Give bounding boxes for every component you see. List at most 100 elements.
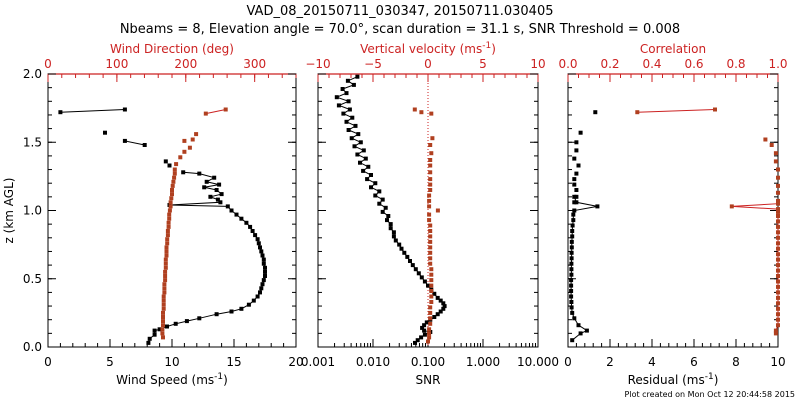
wind_direction-point bbox=[163, 261, 168, 266]
vertical_velocity-point bbox=[428, 143, 433, 147]
vertical_velocity-point bbox=[428, 223, 433, 228]
snr-point bbox=[334, 95, 339, 100]
correlation-point bbox=[776, 235, 780, 240]
vertical_velocity-point bbox=[428, 170, 433, 175]
vertical_velocity-point bbox=[428, 177, 433, 182]
correlation-point bbox=[776, 183, 780, 188]
correlation-point bbox=[776, 241, 780, 246]
vertical_velocity-point bbox=[428, 321, 433, 326]
residual-point bbox=[571, 212, 576, 217]
wind_direction-point bbox=[194, 132, 199, 137]
correlation-point bbox=[776, 219, 780, 224]
residual-point bbox=[572, 194, 577, 199]
wind_direction-point bbox=[166, 224, 171, 229]
residual-point bbox=[578, 130, 583, 135]
wind_speed-point bbox=[234, 212, 239, 217]
top-x-axis-label: Wind Direction (deg) bbox=[110, 42, 234, 56]
plot-footer: Plot created on Mon Oct 12 20:44:58 2015 bbox=[625, 390, 795, 399]
x-tick-label: 0.100 bbox=[411, 355, 445, 369]
correlation-point bbox=[776, 274, 780, 278]
snr-point bbox=[380, 209, 385, 214]
residual-point bbox=[593, 110, 598, 115]
wind_direction-point bbox=[190, 137, 195, 142]
top-x-tick-label: 0.0 bbox=[558, 57, 577, 71]
snr-point bbox=[405, 254, 410, 259]
snr-point bbox=[422, 332, 427, 337]
wind_direction-point bbox=[170, 188, 174, 192]
residual-point bbox=[576, 163, 581, 168]
vertical_velocity-point bbox=[427, 331, 432, 336]
wind_speed-line bbox=[60, 109, 125, 113]
correlation-point bbox=[776, 209, 780, 214]
x-axis-label: Residual (ms-1) bbox=[628, 372, 719, 387]
snr-point bbox=[361, 168, 366, 173]
wind_direction-point bbox=[163, 269, 168, 274]
vertical_velocity-point bbox=[428, 245, 433, 250]
y-tick-label: 1.5 bbox=[23, 135, 42, 149]
snr-point bbox=[432, 315, 437, 319]
top-x-tick-label: 0.4 bbox=[642, 57, 661, 71]
vertical_velocity-point bbox=[430, 136, 435, 141]
correlation-point bbox=[776, 175, 780, 180]
residual-point bbox=[570, 234, 575, 239]
wind_speed-point bbox=[244, 220, 249, 225]
wind_direction-point bbox=[164, 249, 169, 254]
wind_speed-point bbox=[260, 253, 265, 258]
wind_speed-point bbox=[208, 194, 213, 199]
correlation-point bbox=[776, 301, 780, 306]
wind_speed-point bbox=[263, 269, 267, 274]
vertical_velocity-point bbox=[427, 193, 432, 198]
wind_direction-point bbox=[161, 306, 166, 311]
residual-point bbox=[569, 261, 574, 266]
wind_direction-point bbox=[167, 208, 172, 213]
residual-point bbox=[571, 218, 576, 223]
correlation-point bbox=[776, 263, 780, 268]
wind_speed-point bbox=[263, 265, 267, 270]
x-tick-label: 10.000 bbox=[517, 355, 559, 369]
snr-point bbox=[419, 335, 424, 340]
snr-point bbox=[346, 99, 351, 104]
snr-point bbox=[341, 111, 346, 116]
correlation-point bbox=[773, 328, 778, 333]
correlation-point bbox=[776, 312, 780, 317]
correlation-point bbox=[729, 204, 734, 209]
wind_speed-point bbox=[163, 159, 168, 164]
wind_speed-point bbox=[215, 197, 220, 202]
snr-point bbox=[388, 222, 393, 227]
residual-point bbox=[595, 204, 600, 209]
snr-point bbox=[385, 218, 389, 223]
wind_direction-point bbox=[161, 335, 165, 340]
wind_direction-point bbox=[172, 167, 177, 172]
snr-point bbox=[373, 181, 378, 186]
snr-point bbox=[402, 250, 407, 255]
wind_speed-point bbox=[152, 328, 157, 333]
x-tick-label: 15 bbox=[226, 355, 241, 369]
snr-point bbox=[432, 291, 437, 296]
residual-point bbox=[572, 156, 577, 161]
top-x-tick-label: 300 bbox=[243, 57, 266, 71]
correlation-point bbox=[773, 331, 778, 336]
correlation-point bbox=[763, 137, 768, 142]
residual-point bbox=[569, 283, 574, 288]
wind_speed-point bbox=[258, 245, 262, 250]
wind_direction-point bbox=[163, 278, 168, 283]
wind_speed-point bbox=[258, 290, 262, 295]
wind_speed-point bbox=[255, 294, 260, 299]
wind_speed-point bbox=[248, 224, 253, 229]
residual-point bbox=[570, 223, 575, 228]
wind_speed-point bbox=[261, 261, 266, 266]
residual-point bbox=[569, 256, 574, 261]
residual-point bbox=[569, 245, 574, 250]
residual-point bbox=[572, 182, 577, 187]
x-tick-label: 6 bbox=[690, 355, 698, 369]
wind_speed-point bbox=[146, 340, 151, 345]
correlation-point bbox=[776, 198, 780, 203]
residual-point bbox=[574, 194, 579, 199]
vertical_velocity-point bbox=[428, 305, 433, 310]
residual-point bbox=[572, 316, 577, 321]
plot-frame bbox=[47, 73, 297, 348]
snr-point bbox=[426, 283, 430, 288]
wind_speed-point bbox=[263, 274, 267, 278]
correlation-point bbox=[776, 257, 780, 262]
y-tick-label: 0.5 bbox=[23, 272, 42, 286]
